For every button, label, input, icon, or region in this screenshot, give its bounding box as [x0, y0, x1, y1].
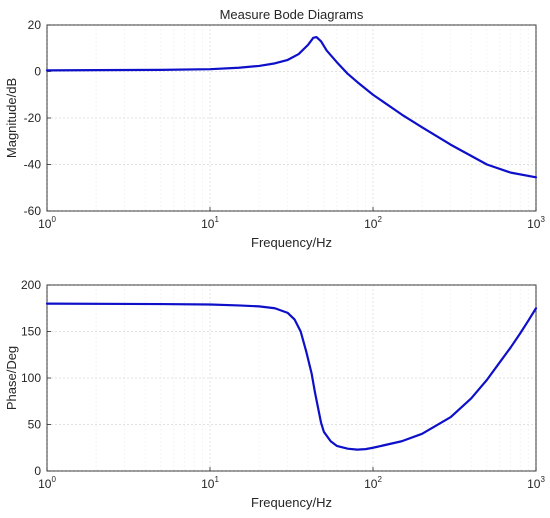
phase-y-tick-label: 150 [21, 325, 41, 339]
magnitude-x-tick-label: 102 [364, 215, 382, 231]
phase-y-tick-label: 100 [21, 371, 41, 385]
magnitude-y-tick-label: -60 [24, 204, 42, 218]
phase-x-tick-label: 100 [38, 475, 56, 491]
magnitude-y-tick-label: 0 [34, 65, 41, 79]
magnitude-y-tick-label: -20 [24, 111, 42, 125]
phase-x-axis-label: Frequency/Hz [251, 495, 332, 510]
magnitude-y-axis-label: Magnitude/dB [4, 78, 19, 158]
magnitude-series-line [45, 35, 538, 179]
magnitude-y-tick-label: 20 [28, 18, 42, 32]
magnitude-x-axis-label: Frequency/Hz [251, 235, 332, 250]
magnitude-y-tick-label: -40 [24, 158, 42, 172]
phase-y-axis-label: Phase/Deg [4, 346, 19, 410]
magnitude-plot: 100 101 102 103 20 0 -20 -40 -60 Frequency/Hz Magn… [4, 7, 545, 250]
phase-y-tick-label: 50 [28, 418, 42, 432]
phase-x-tick-label: 103 [527, 475, 545, 491]
magnitude-chart-title: Measure Bode Diagrams [220, 7, 364, 22]
magnitude-axes-box [46, 24, 537, 212]
magnitude-x-tick-label: 101 [201, 215, 219, 231]
magnitude-x-tick-label: 100 [38, 215, 56, 231]
phase-x-tick-label: 102 [364, 475, 382, 491]
phase-axes-box [46, 284, 537, 472]
magnitude-x-tick-label: 103 [527, 215, 545, 231]
phase-y-tick-label: 200 [21, 278, 41, 292]
phase-series-line [45, 302, 538, 451]
phase-x-tick-label: 101 [201, 475, 219, 491]
phase-y-tick-label: 0 [34, 464, 41, 478]
phase-plot: 100 101 102 103 200 150 100 50 0 Frequency/Hz Phas… [4, 278, 545, 510]
